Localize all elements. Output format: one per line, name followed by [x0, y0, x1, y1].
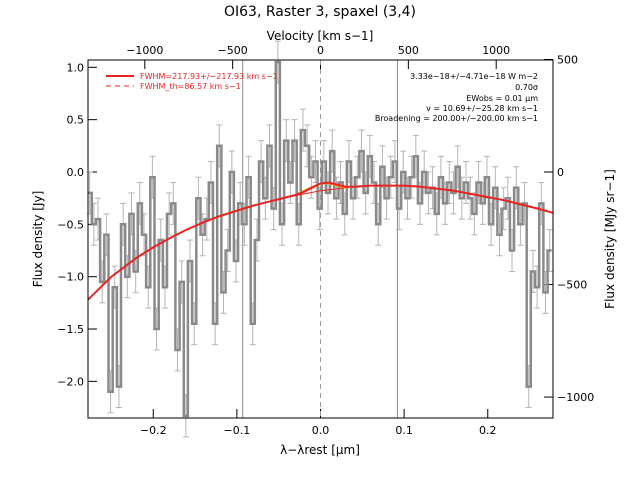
y-tick-label: 0.0 [67, 166, 85, 179]
top-axis-ticks: −1000 −500 0 500 1000 [126, 44, 510, 69]
velocity-tick-label: 500 [398, 44, 419, 57]
x-tick-label: 0.1 [395, 424, 413, 437]
y-tick-label: 1.0 [67, 61, 85, 74]
annotation-velocity: v = 10.69+/−25.28 km s−1 [426, 104, 538, 113]
x-axis-label: λ−λrest [μm] [280, 443, 360, 457]
chart-title: OI63, Raster 3, spaxel (3,4) [224, 4, 416, 20]
spectrum-line [88, 60, 552, 418]
y-tick-label: −0.5 [57, 218, 84, 231]
velocity-tick-label: −500 [218, 44, 248, 57]
reference-lines [242, 60, 398, 418]
x-tick-label: −0.2 [140, 424, 167, 437]
right-tick-label: 0 [557, 166, 564, 179]
y-tick-label: −2.0 [57, 375, 84, 388]
velocity-tick-label: −1000 [126, 44, 163, 57]
legend: FWHM=217.93+/−217.93 km s−1 FWHM_th=86.5… [106, 72, 278, 91]
right-axis-label: Flux density [MJy sr−1] [603, 169, 617, 309]
fit-line [87, 181, 554, 301]
annotation-flux: 3.33e−18+/−4.71e−18 W m−2 [410, 72, 538, 81]
fit-annotations: 3.33e−18+/−4.71e−18 W m−2 0.70σ EWobs = … [375, 72, 538, 123]
x-tick-label: 0.0 [312, 424, 330, 437]
y-tick-label: −1.0 [57, 271, 84, 284]
y-axis-label: Flux density [Jy] [31, 191, 45, 288]
velocity-tick-label: 0 [317, 44, 324, 57]
left-axis-ticks: −2.0 −1.5 −1.0 −0.5 0.0 0.5 1.0 [57, 61, 97, 388]
y-tick-label: 0.5 [67, 114, 85, 127]
right-tick-label: −1000 [557, 391, 594, 404]
top-axis-label: Velocity [km s−1] [267, 29, 374, 43]
right-tick-label: −500 [557, 279, 587, 292]
annotation-ew: EWobs = 0.01 μm [466, 94, 538, 103]
bottom-axis-ticks: −0.2 −0.1 0.0 0.1 0.2 [140, 409, 497, 437]
y-tick-label: −1.5 [57, 323, 84, 336]
velocity-tick-label: 1000 [482, 44, 510, 57]
legend-label-fwhm-th: FWHM_th=86.57 km s−1 [140, 82, 241, 91]
plot-series [86, 40, 554, 438]
annotation-sigma: 0.70σ [515, 83, 538, 92]
x-tick-label: −0.1 [224, 424, 251, 437]
x-tick-label: 0.2 [479, 424, 497, 437]
annotation-broadening: Broadening = 200.00+/−200.00 km s−1 [375, 114, 538, 123]
legend-label-fwhm: FWHM=217.93+/−217.93 km s−1 [140, 72, 278, 81]
right-axis-ticks: 500 0 −500 −1000 [544, 53, 594, 404]
plot-frame [87, 59, 554, 419]
right-tick-label: 500 [557, 53, 578, 66]
